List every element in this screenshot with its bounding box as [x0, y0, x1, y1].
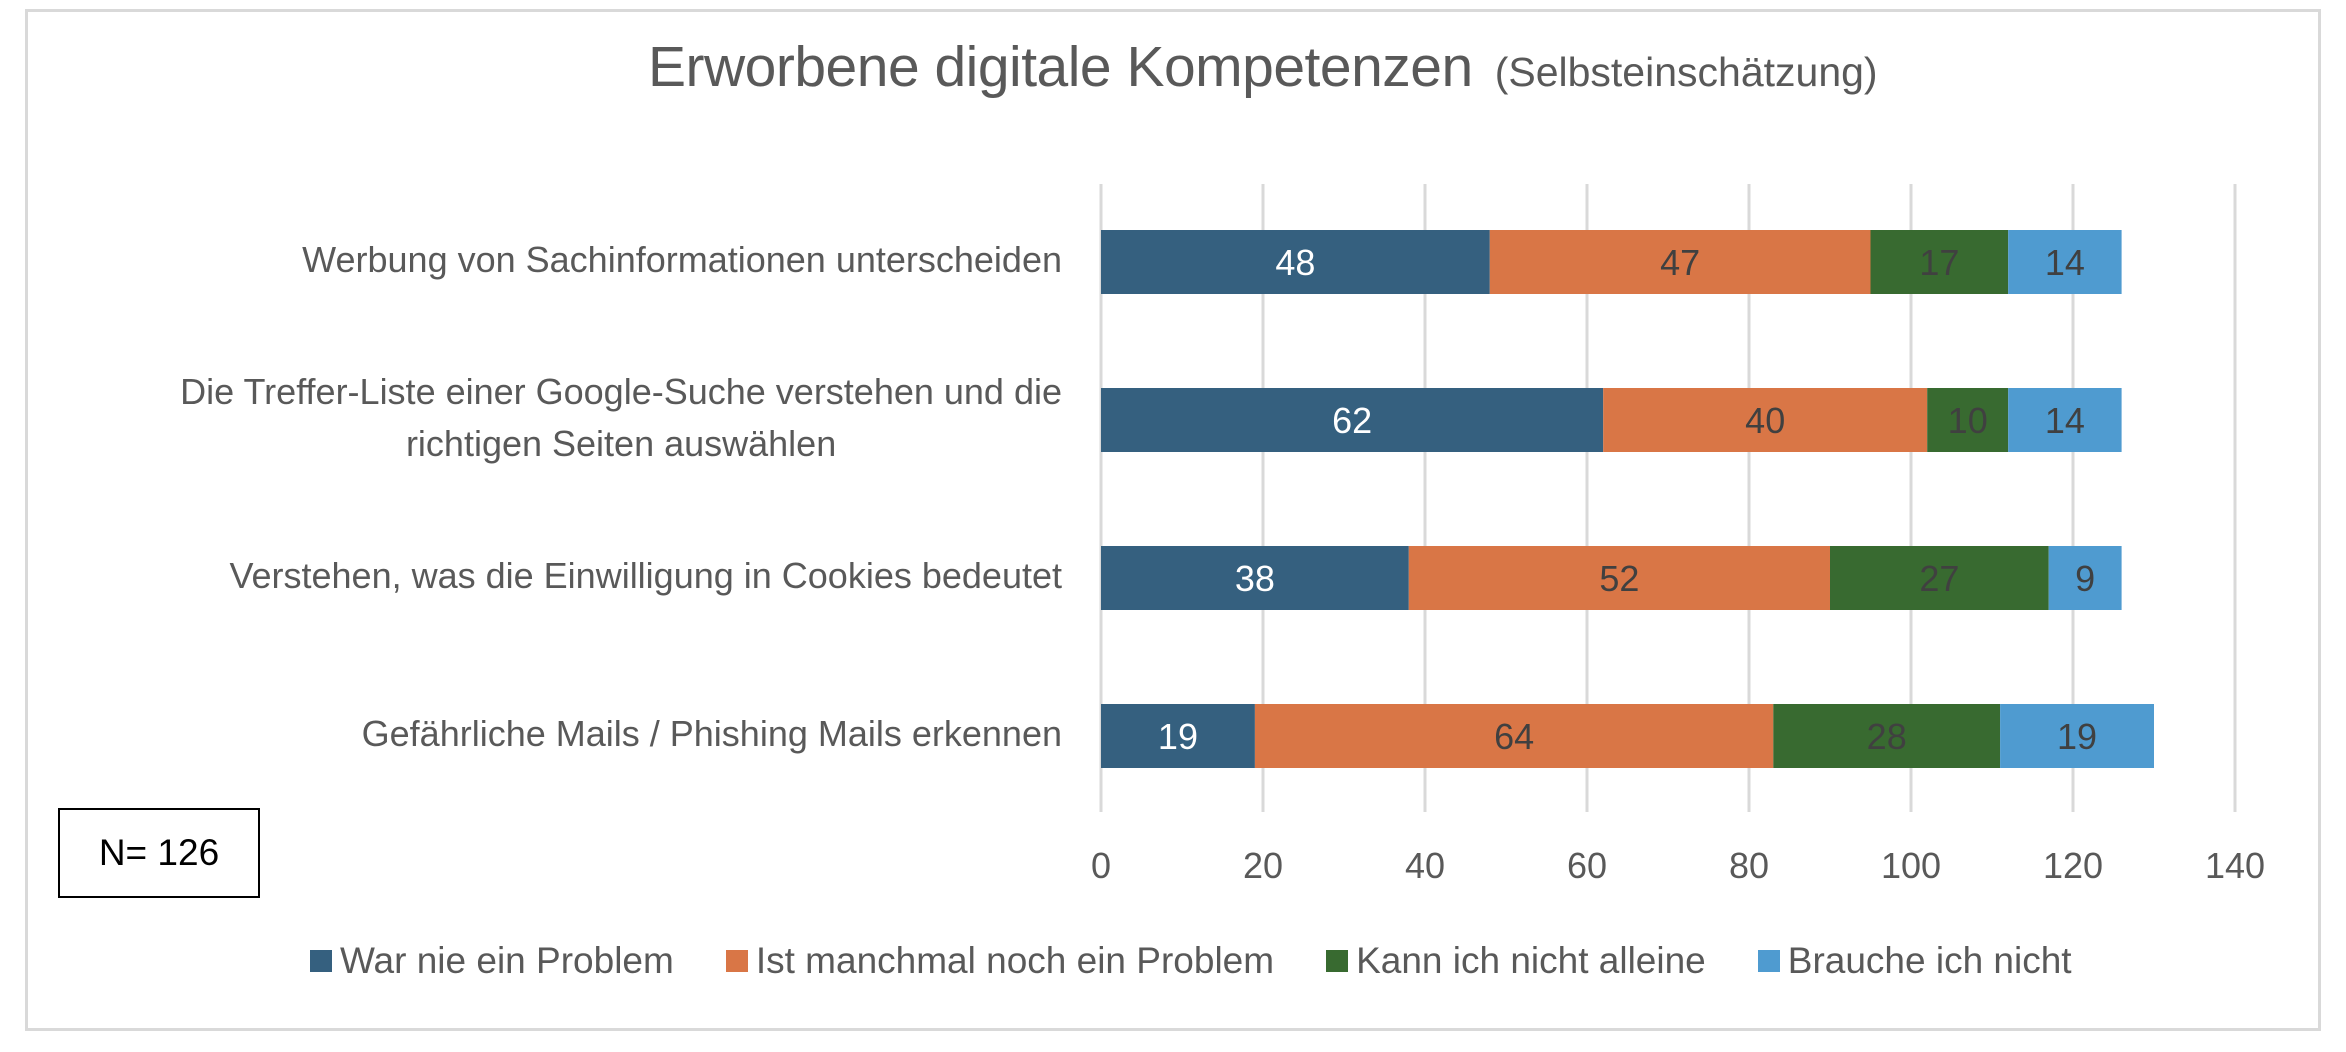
data-label: 28 [1867, 716, 1907, 757]
category-label: Die Treffer-Liste einer Google-Suche ver… [180, 366, 1062, 470]
data-label: 17 [1919, 242, 1959, 283]
x-tick-label: 20 [1243, 845, 1283, 886]
legend-item: Ist manchmal noch ein Problem [725, 940, 1275, 982]
data-label: 52 [1599, 558, 1639, 599]
bar-segment [2048, 546, 2122, 610]
x-tick-label: 80 [1729, 845, 1769, 886]
bar-segment [1830, 546, 2049, 610]
data-label: 47 [1660, 242, 1700, 283]
x-tick-label: 100 [1881, 845, 1941, 886]
data-label: 62 [1332, 400, 1372, 441]
category-label-line: Werbung von Sachinformationen unterschei… [302, 239, 1062, 280]
legend: War nie ein Problem Ist manchmal noch ein… [310, 940, 2072, 982]
bar-segment [1101, 546, 1409, 610]
bar-segment [1101, 704, 1255, 768]
bar-segment [1773, 704, 2001, 768]
bar-segment [1101, 388, 1604, 452]
x-tick-label: 0 [1091, 845, 1111, 886]
data-label: 40 [1745, 400, 1785, 441]
bar-segment [1489, 230, 1871, 294]
data-label: 14 [2045, 242, 2085, 283]
x-tick-label: 120 [2043, 845, 2103, 886]
legend-item: Kann ich nicht alleine [1326, 940, 1706, 982]
bar-segment [1408, 546, 1830, 610]
bar-segment [2000, 704, 2154, 768]
sample-size-label: N= 126 [98, 832, 220, 873]
chart-frame [25, 9, 2321, 1031]
legend-label: Kann ich nicht alleine [1356, 940, 1706, 981]
legend-swatch [310, 950, 332, 972]
data-label: 10 [1948, 400, 1988, 441]
data-label: 14 [2045, 400, 2085, 441]
bar-segment [2008, 388, 2122, 452]
data-label: 64 [1494, 716, 1534, 757]
data-label: 48 [1275, 242, 1315, 283]
data-label: 19 [2057, 716, 2097, 757]
legend-swatch [1326, 950, 1349, 972]
data-label: 38 [1235, 558, 1275, 599]
bar-segment [1254, 704, 1774, 768]
legend-label: Ist manchmal noch ein Problem [755, 940, 1275, 981]
bar-segment [1603, 388, 1928, 452]
sample-size-box: N= 126 [58, 808, 260, 898]
chart-title-main: Erworbene digitale Kompetenzen [648, 35, 1473, 99]
bars: 48 47 17 14 62 40 10 14 38 52 27 9 19 64 28 19 [1101, 230, 2154, 768]
legend-swatch [1757, 950, 1780, 972]
chart-title: Erworbene digitale Kompetenzen (Selbstein… [648, 34, 1878, 100]
category-label-line: Die Treffer-Liste einer Google-Suche ver… [180, 371, 1062, 412]
category-label: Gefährliche Mails / Phishing Mails erken… [362, 708, 1062, 760]
category-label: Verstehen, was die Einwilligung in Cooki… [229, 550, 1062, 602]
bar-segment [1870, 230, 2009, 294]
bar-segment [1101, 230, 1490, 294]
x-axis-ticks: 0 20 40 60 80 100 120 140 [1091, 845, 2265, 886]
data-label: 9 [2075, 558, 2095, 599]
data-label: 27 [1919, 558, 1959, 599]
category-label-line: Gefährliche Mails / Phishing Mails erken… [361, 713, 1062, 754]
bar-segment [2008, 230, 2122, 294]
category-label-line: richtigen Seiten auswählen [405, 423, 837, 464]
legend-label: War nie ein Problem [340, 940, 674, 981]
legend-item: War nie ein Problem [310, 940, 674, 982]
x-tick-label: 60 [1567, 845, 1607, 886]
legend-item: Brauche ich nicht [1757, 940, 2072, 982]
chart-subtitle: (Selbsteinschätzung) [1494, 49, 1878, 95]
legend-swatch [725, 950, 748, 972]
x-tick-label: 140 [2205, 845, 2265, 886]
category-label-line: Verstehen, was die Einwilligung in Cooki… [229, 555, 1062, 596]
x-tick-label: 40 [1405, 845, 1445, 886]
legend-label: Brauche ich nicht [1787, 940, 2072, 981]
bar-segment [1927, 388, 2009, 452]
data-label: 19 [1158, 716, 1198, 757]
category-label: Werbung von Sachinformationen unterschei… [302, 234, 1062, 286]
